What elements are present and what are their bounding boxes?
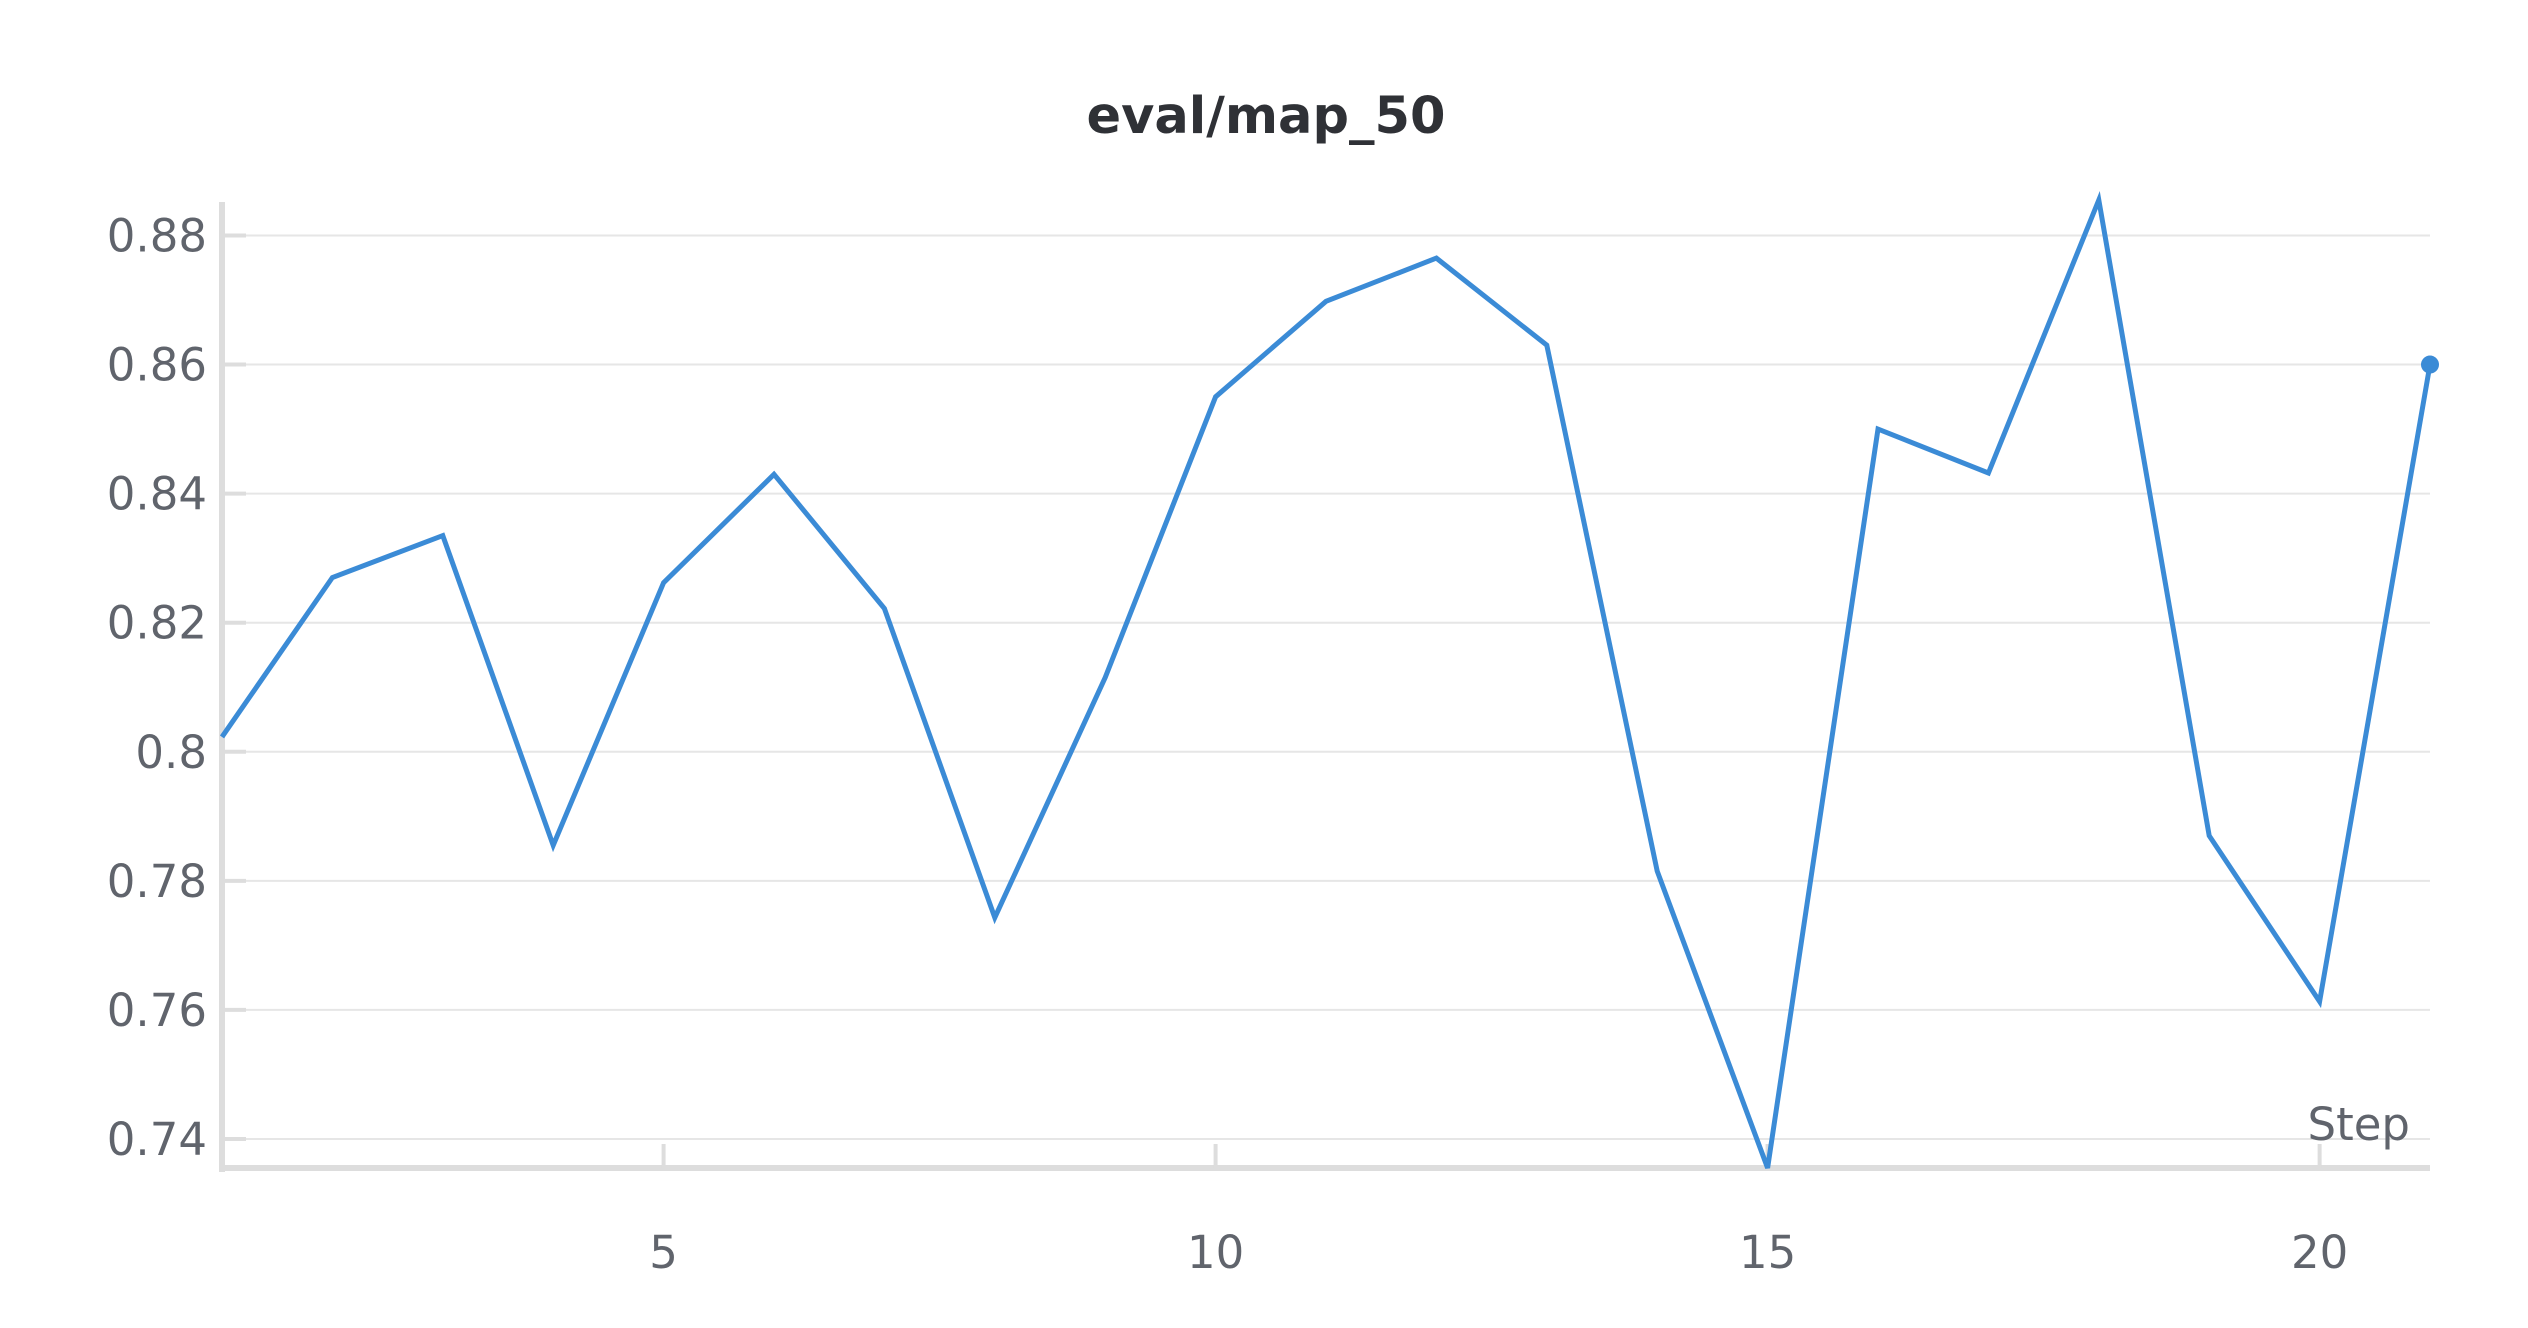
y-tick-label: 0.84	[107, 468, 207, 521]
y-tick-label: 0.78	[107, 855, 207, 908]
y-tick-label: 0.86	[107, 339, 207, 392]
x-tick-label: 20	[2291, 1226, 2348, 1279]
axes	[219, 202, 2430, 1172]
x-tick-label: 5	[649, 1226, 678, 1279]
series	[219, 190, 2439, 1169]
y-tick-label: 0.74	[107, 1113, 207, 1166]
y-tick-label: 0.82	[107, 597, 207, 650]
x-tick-label: 10	[1187, 1226, 1244, 1279]
y-ticks: 0.74 0.76 0.78 0.8 0.82 0.84 0.86 0.88	[107, 209, 246, 1166]
y-tick-label: 0.88	[107, 209, 207, 262]
grid	[222, 234, 2430, 1140]
last-point-marker	[2421, 355, 2439, 374]
x-tick-label: 15	[1739, 1226, 1796, 1279]
y-tick-label: 0.76	[107, 984, 207, 1037]
x-ticks: 5 10 15 20	[649, 1144, 2348, 1279]
x-axis-label: Step	[2308, 1098, 2410, 1151]
y-tick-label: 0.8	[135, 726, 207, 779]
series-line	[219, 190, 2433, 1169]
chart-title: eval/map_50	[1087, 87, 1446, 146]
